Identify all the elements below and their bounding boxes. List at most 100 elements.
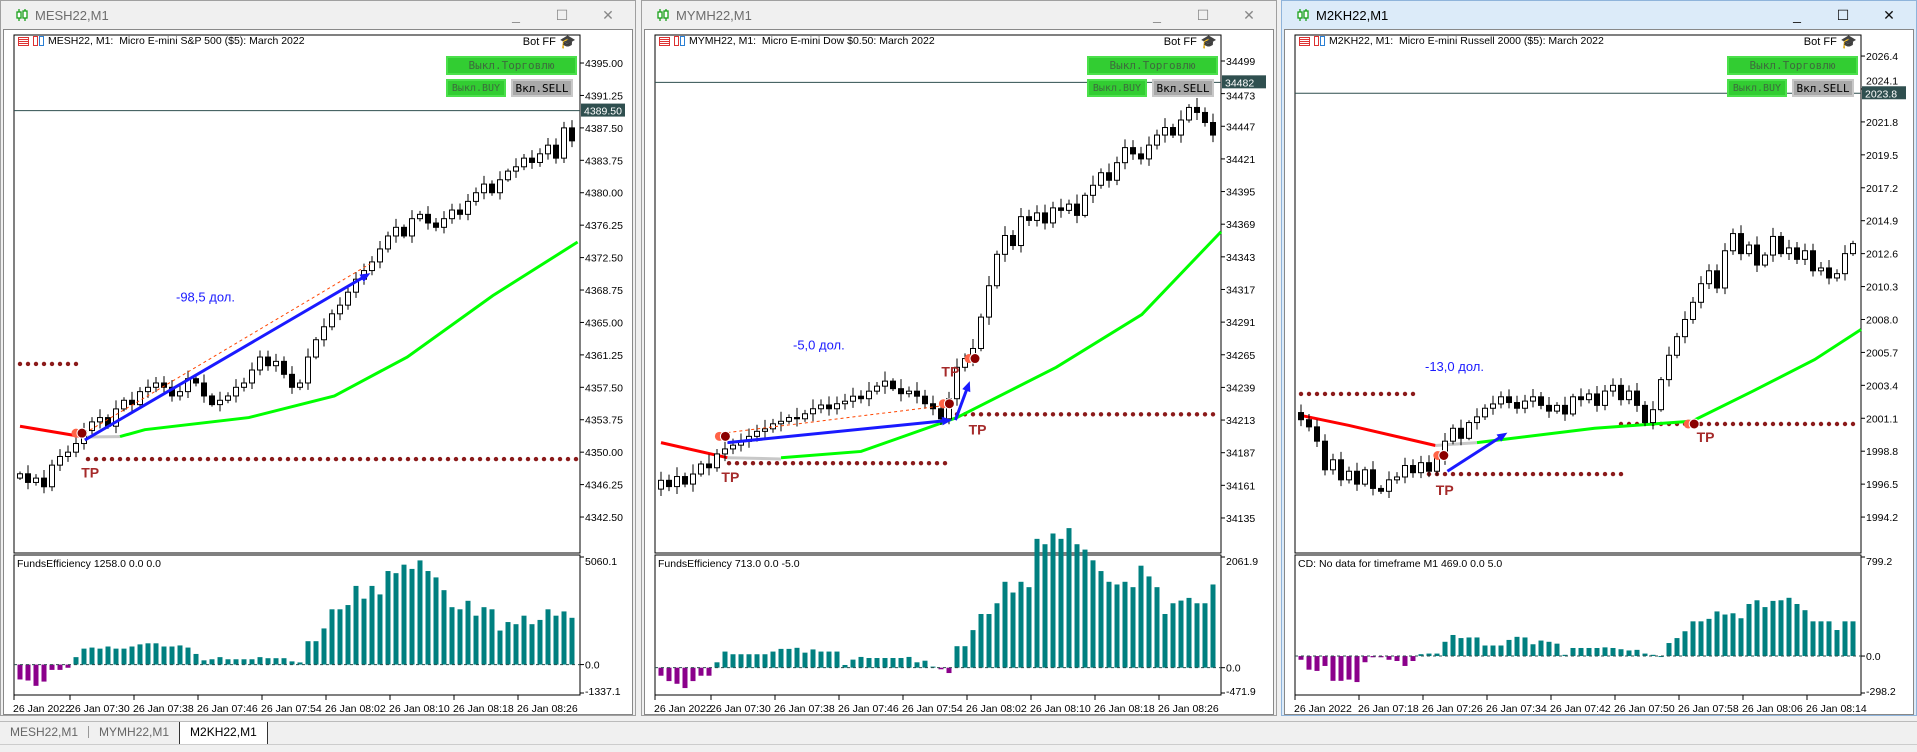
histogram-bar — [955, 646, 960, 667]
level-dot — [911, 461, 915, 465]
window-title: MESH22,M1 — [35, 8, 109, 23]
window-titlebar[interactable]: M2KH22,M1 _ ☐ ✕ — [1282, 1, 1916, 29]
candle-body — [899, 389, 904, 394]
minimize-button[interactable]: _ — [1774, 1, 1820, 29]
candle-body — [1459, 428, 1464, 438]
enable-sell-button[interactable]: Вкл.SELL — [511, 79, 573, 97]
candle-body — [1635, 391, 1640, 405]
enable-sell-button[interactable]: Вкл.SELL — [1792, 79, 1854, 97]
maximize-button[interactable]: ☐ — [1180, 1, 1226, 29]
level-dot — [1619, 472, 1623, 476]
minimize-button[interactable]: _ — [1134, 1, 1180, 29]
candle-body — [1347, 471, 1352, 480]
level-dot — [1507, 472, 1511, 476]
expert-advisor-label[interactable]: Bot FF 🎓 — [1164, 34, 1217, 50]
histogram-bar — [1755, 600, 1760, 656]
level-dot — [1787, 422, 1791, 426]
window-controls: _ ☐ ✕ — [493, 1, 631, 29]
disable-trading-button[interactable]: Выкл.Торговлю — [1087, 56, 1218, 75]
candle-body — [50, 465, 55, 487]
window-titlebar[interactable]: MYMH22,M1 _ ☐ ✕ — [642, 1, 1276, 29]
level-dot — [775, 461, 779, 465]
histogram-bar — [34, 665, 39, 686]
y-tick-label: 4391.25 — [585, 90, 623, 102]
x-tick-label: 26 Jan 07:42 — [1550, 703, 1611, 715]
candle-body — [1675, 337, 1680, 356]
level-dot — [847, 461, 851, 465]
tab-mesh22[interactable]: MESH22,M1 — [0, 722, 88, 744]
list-icon[interactable] — [1299, 37, 1310, 46]
candle-body — [338, 305, 343, 314]
expert-advisor-label[interactable]: Bot FF 🎓 — [1804, 34, 1857, 50]
price-chart[interactable]: 2026.42024.12021.82019.52017.22014.92012… — [1285, 30, 1915, 716]
level-dot — [382, 457, 386, 461]
candle-body — [202, 383, 207, 396]
level-dot — [454, 457, 458, 461]
histogram-bar — [1451, 635, 1456, 656]
candle-body — [1395, 477, 1400, 480]
histogram-bar — [1619, 649, 1624, 656]
price-chart[interactable]: 3449934473344473442134395343693434334317… — [645, 30, 1275, 716]
level-dot — [1827, 422, 1831, 426]
histogram-bar — [1771, 601, 1776, 656]
disable-buy-button[interactable]: Выкл.BUY — [1087, 79, 1147, 97]
histogram-bar — [266, 658, 271, 664]
tab-m2kh22[interactable]: M2KH22,M1 — [179, 722, 268, 745]
histogram-bar — [18, 665, 23, 680]
histogram-bar — [1811, 621, 1816, 656]
level-dot — [502, 457, 506, 461]
candle-body — [418, 214, 423, 218]
y-tick-label: 4346.25 — [585, 480, 623, 492]
level-dot — [863, 461, 867, 465]
level-dot — [438, 457, 442, 461]
maximize-button[interactable]: ☐ — [1820, 1, 1866, 29]
candle-body — [490, 184, 495, 193]
expert-advisor-label[interactable]: Bot FF 🎓 — [523, 34, 576, 50]
minimize-button[interactable]: _ — [493, 1, 539, 29]
candle-body — [1075, 204, 1080, 215]
maximize-button[interactable]: ☐ — [539, 1, 585, 29]
list-icon[interactable] — [659, 37, 670, 46]
histogram-bar — [1147, 576, 1152, 667]
close-button[interactable]: ✕ — [1226, 1, 1272, 29]
close-button[interactable]: ✕ — [1866, 1, 1912, 29]
disable-buy-button[interactable]: Выкл.BUY — [446, 79, 506, 97]
level-dot — [470, 457, 474, 461]
close-button[interactable]: ✕ — [585, 1, 631, 29]
candle-body — [482, 184, 487, 193]
histogram-bar — [82, 649, 87, 665]
candle-body — [1571, 397, 1576, 414]
disable-trading-button[interactable]: Выкл.Торговлю — [446, 56, 577, 75]
candle-body — [378, 249, 383, 262]
candle-body — [522, 158, 527, 167]
template-icon[interactable] — [1314, 36, 1325, 46]
histogram-bar — [1315, 656, 1320, 671]
symbol-description: MYMH22, M1: Micro E-mini Dow $0.50: Marc… — [689, 35, 935, 47]
window-titlebar[interactable]: MESH22,M1 _ ☐ ✕ — [1, 1, 635, 29]
candle-body — [787, 418, 792, 422]
price-chart[interactable]: 4395.004391.254387.504383.754380.004376.… — [4, 30, 634, 716]
tab-mymh22[interactable]: MYMH22,M1 — [89, 722, 179, 744]
level-dot — [1355, 392, 1359, 396]
histogram-bar — [947, 668, 952, 673]
level-dot — [1835, 422, 1839, 426]
level-dot — [142, 457, 146, 461]
candle-body — [370, 262, 375, 271]
disable-trading-button[interactable]: Выкл.Торговлю — [1727, 56, 1858, 75]
chart-header: M2KH22, M1: Micro E-mini Russell 2000 ($… — [1299, 35, 1604, 47]
list-icon[interactable] — [18, 37, 29, 46]
candle-body — [146, 387, 151, 391]
level-dot — [1715, 422, 1719, 426]
level-dot — [1515, 472, 1519, 476]
candle-body — [755, 431, 760, 436]
histogram-bar — [971, 630, 976, 668]
enable-sell-button[interactable]: Вкл.SELL — [1152, 79, 1214, 97]
disable-buy-button[interactable]: Выкл.BUY — [1727, 79, 1787, 97]
template-icon[interactable] — [674, 36, 685, 46]
template-icon[interactable] — [33, 36, 44, 46]
candle-body — [691, 474, 696, 484]
y-tick-label: 34421 — [1226, 154, 1255, 166]
